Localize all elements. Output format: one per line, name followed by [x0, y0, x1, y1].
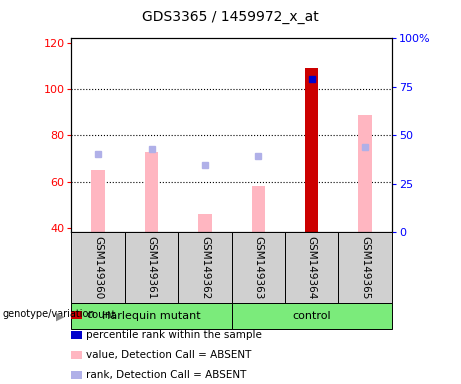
Text: GSM149363: GSM149363: [254, 236, 263, 300]
Text: Harlequin mutant: Harlequin mutant: [102, 311, 201, 321]
Text: GSM149361: GSM149361: [147, 236, 157, 300]
Text: GDS3365 / 1459972_x_at: GDS3365 / 1459972_x_at: [142, 10, 319, 23]
Bar: [91, 170, 105, 232]
Text: GSM149362: GSM149362: [200, 236, 210, 300]
Text: GSM149360: GSM149360: [93, 236, 103, 300]
Text: genotype/variation: genotype/variation: [2, 310, 95, 319]
Bar: [252, 186, 265, 232]
Text: ▶: ▶: [56, 311, 64, 321]
Text: value, Detection Call = ABSENT: value, Detection Call = ABSENT: [86, 350, 252, 360]
Text: GSM149365: GSM149365: [360, 236, 370, 300]
Bar: [305, 68, 319, 232]
Bar: [198, 214, 212, 232]
Bar: [145, 152, 158, 232]
Text: control: control: [292, 311, 331, 321]
Text: GSM149364: GSM149364: [307, 236, 317, 300]
Bar: [359, 114, 372, 232]
Text: rank, Detection Call = ABSENT: rank, Detection Call = ABSENT: [86, 370, 247, 380]
Text: count: count: [86, 310, 116, 320]
Text: percentile rank within the sample: percentile rank within the sample: [86, 330, 262, 340]
